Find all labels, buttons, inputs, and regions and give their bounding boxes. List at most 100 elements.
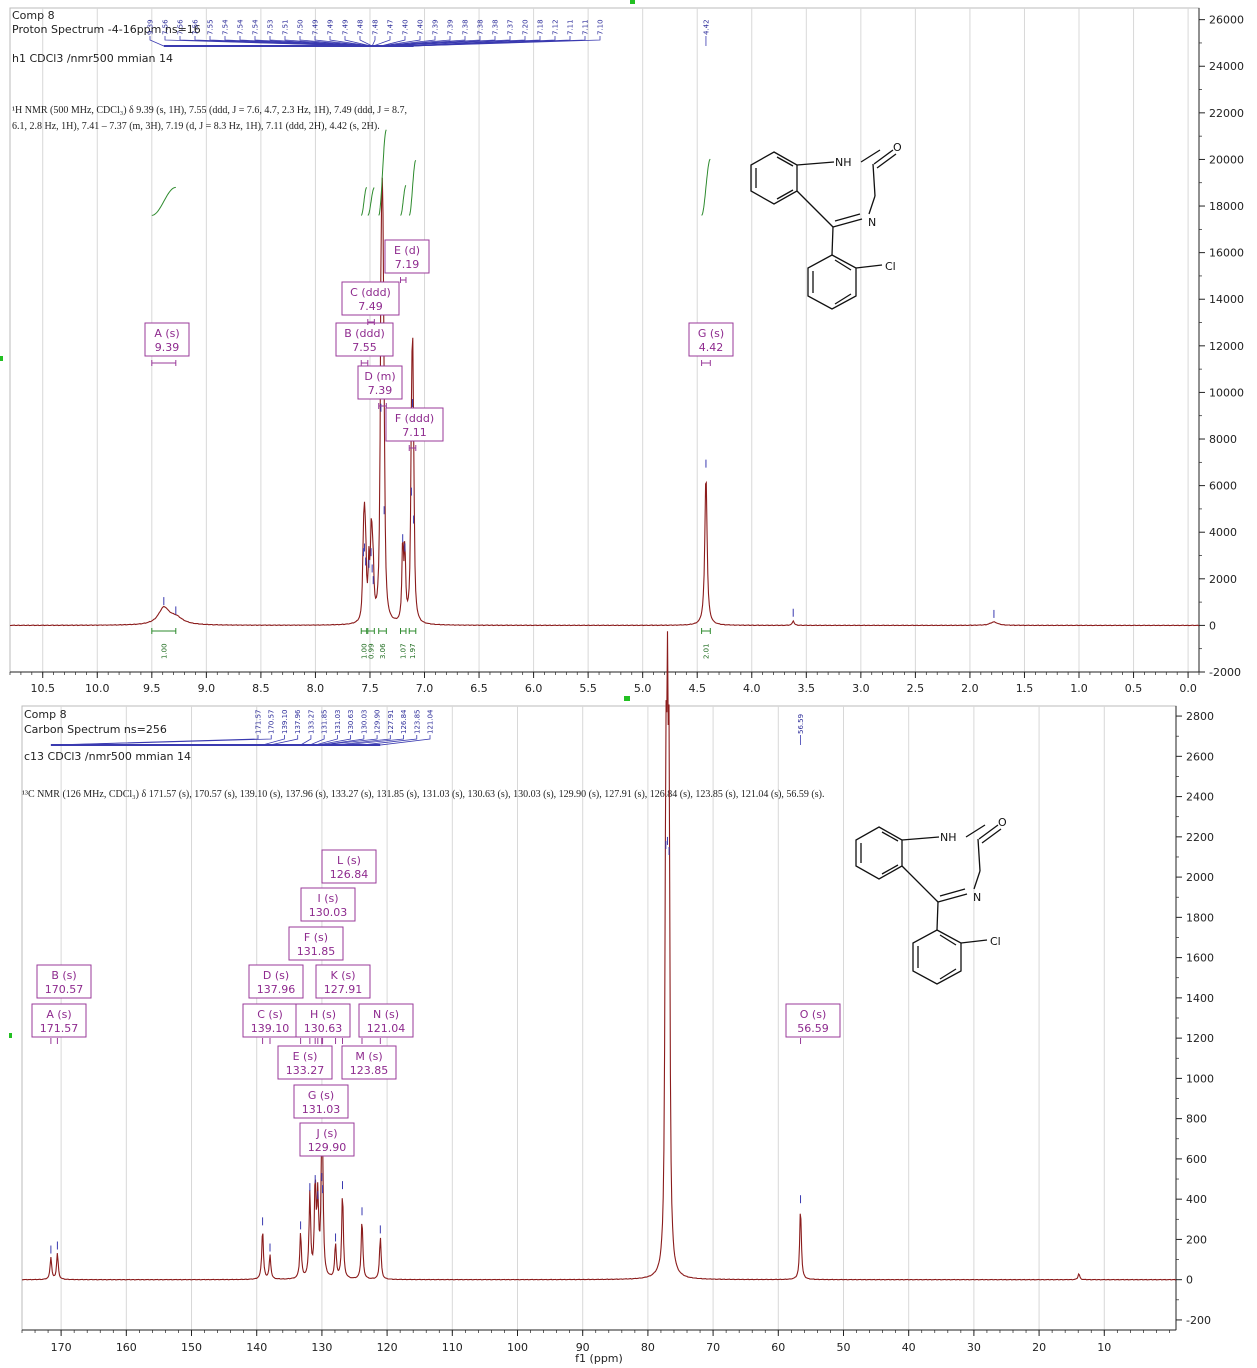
- carbonyl-bond: [978, 824, 999, 840]
- y-tick-label: 16000: [1209, 247, 1244, 260]
- multiplet-label: J (s): [315, 1127, 337, 1140]
- y-tick-label: 2000: [1209, 573, 1237, 586]
- multiplet-frame: [335, 322, 394, 357]
- peak-label: 7.11: [567, 19, 575, 35]
- multiplet-value: 7.55: [352, 341, 377, 354]
- x-tick-label: 90: [576, 1341, 590, 1354]
- ring-double-bond: [834, 259, 852, 271]
- bond: [901, 836, 940, 841]
- x-tick-label: 140: [246, 1341, 267, 1354]
- peak-label: 170.57: [268, 710, 276, 735]
- y-tick-label: 2000: [1186, 871, 1214, 884]
- multiplet-value: 7.49: [358, 300, 383, 313]
- x-tick-label: 110: [442, 1341, 463, 1354]
- handle-marker[interactable]: [0, 356, 3, 361]
- multiplet-frame: [288, 926, 344, 961]
- spectrum-header-line: Proton Spectrum -4-16ppm ns=16: [12, 23, 201, 36]
- x-tick-label: 60: [771, 1341, 785, 1354]
- peak-label: 7.49: [342, 19, 350, 35]
- peak-label: 7.38: [492, 19, 500, 35]
- x-tick-label: 40: [902, 1341, 916, 1354]
- multiplet-label: E (d): [394, 244, 420, 257]
- integral-curve: [400, 184, 407, 216]
- multiplet-value: 56.59: [797, 1022, 829, 1035]
- integral-value: 3.06: [379, 643, 387, 659]
- handle-marker[interactable]: [630, 0, 635, 4]
- y-tick-label: 18000: [1209, 200, 1244, 213]
- multiplet-box: C (s)139.10: [242, 1003, 298, 1038]
- bond: [868, 195, 876, 215]
- y-tick-label: 22000: [1209, 107, 1244, 120]
- proton-spectrum-panel: 10.5 10.0 9.5 9.0 8.5 8.0 7.5 7.0 6.5 6.0 5.5 5.0 4.…: [9, 7, 1244, 695]
- multiplet-label: N (s): [373, 1008, 399, 1021]
- multiplet-frame: [36, 964, 92, 999]
- peak-label: 9.39: [147, 19, 155, 35]
- x-tick-label: 120: [377, 1341, 398, 1354]
- multiplet-frame: [300, 887, 356, 922]
- multiplet-frame: [31, 1003, 87, 1038]
- peak-label-leader: [299, 36, 371, 47]
- imine-bond: [937, 893, 968, 903]
- multiplet-box: E (s)133.27: [277, 1045, 333, 1080]
- integral-value: 2.01: [702, 643, 710, 659]
- y-tick-label: 6000: [1209, 480, 1237, 493]
- multiplet-frame: [341, 1045, 397, 1080]
- peak-label-leader: [329, 36, 372, 47]
- y-tick-label: 2600: [1186, 750, 1214, 763]
- peak-label: 7.37: [507, 19, 515, 35]
- y-tick-label: 8000: [1209, 433, 1237, 446]
- multiplet-label: A (s): [154, 327, 179, 340]
- multiplet-frame: [688, 322, 734, 357]
- x-tick-label: 9.0: [198, 682, 216, 695]
- x-tick-label: 2.0: [961, 682, 979, 695]
- spectrum-header-line: c13 CDCl3 /nmr500 mmian 14: [24, 750, 191, 763]
- peak-label: 139.10: [281, 710, 289, 735]
- multiplet-label: H (s): [310, 1008, 336, 1021]
- carbonyl-bond: [876, 153, 897, 169]
- multiplet-label: D (s): [263, 969, 289, 982]
- spectrum-trace: [22, 631, 1177, 1281]
- multiplet-value: 131.85: [297, 945, 336, 958]
- y-tick-label: -2000: [1209, 666, 1241, 679]
- multiplet-box: O (s)56.59: [785, 1003, 841, 1038]
- y-tick-label: 1200: [1186, 1032, 1214, 1045]
- carbonyl-bond: [981, 828, 1002, 844]
- multiplet-value: 133.27: [286, 1064, 325, 1077]
- peak-label-leader: [373, 36, 391, 47]
- imine-bond: [939, 888, 966, 897]
- multiplet-frame: [357, 365, 403, 400]
- y-tick-label: 12000: [1209, 340, 1244, 353]
- spectrum-trace: [9, 177, 1199, 627]
- multiplet-label: G (s): [698, 327, 724, 340]
- handle-marker[interactable]: [624, 696, 630, 701]
- peak-label: 7.11: [582, 19, 590, 35]
- integral-value: 0.99: [368, 643, 376, 659]
- x-tick-label: 6.5: [470, 682, 488, 695]
- bond: [973, 870, 981, 890]
- multiplet-value: 131.03: [302, 1103, 341, 1116]
- ring-double-bond: [939, 968, 957, 980]
- multiplet-frame: [295, 1003, 351, 1038]
- spectrum-header-line: Comp 8: [12, 9, 55, 22]
- multiplet-frame: [248, 964, 304, 999]
- multiplet-value: 139.10: [251, 1022, 290, 1035]
- multiplet-frame: [277, 1045, 333, 1080]
- integral-curve: [378, 129, 387, 216]
- y-tick-label: 0: [1186, 1274, 1193, 1287]
- handle-marker[interactable]: [9, 1033, 12, 1038]
- multiplet-value: 4.42: [699, 341, 724, 354]
- peak-label-leader: [262, 735, 285, 746]
- peak-label-leader: [149, 36, 164, 47]
- multiplet-value: 137.96: [257, 983, 296, 996]
- peak-label-leader: [322, 735, 378, 746]
- nmr-summary-line: 6.1, 2.8 Hz, 1H), 7.41 – 7.37 (m, 3H), 7…: [12, 121, 380, 132]
- x-tick-label: 2.5: [907, 682, 925, 695]
- multiplet-value: 121.04: [367, 1022, 406, 1035]
- spectrum-header-line: h1 CDCl3 /nmr500 mmian 14: [12, 52, 173, 65]
- multiplet-label: C (ddd): [350, 286, 391, 299]
- peak-label: 133.27: [307, 710, 315, 735]
- multiplet-value: 123.85: [350, 1064, 389, 1077]
- atom-label: O: [893, 141, 902, 154]
- multiplet-box: K (s)127.91: [315, 964, 371, 999]
